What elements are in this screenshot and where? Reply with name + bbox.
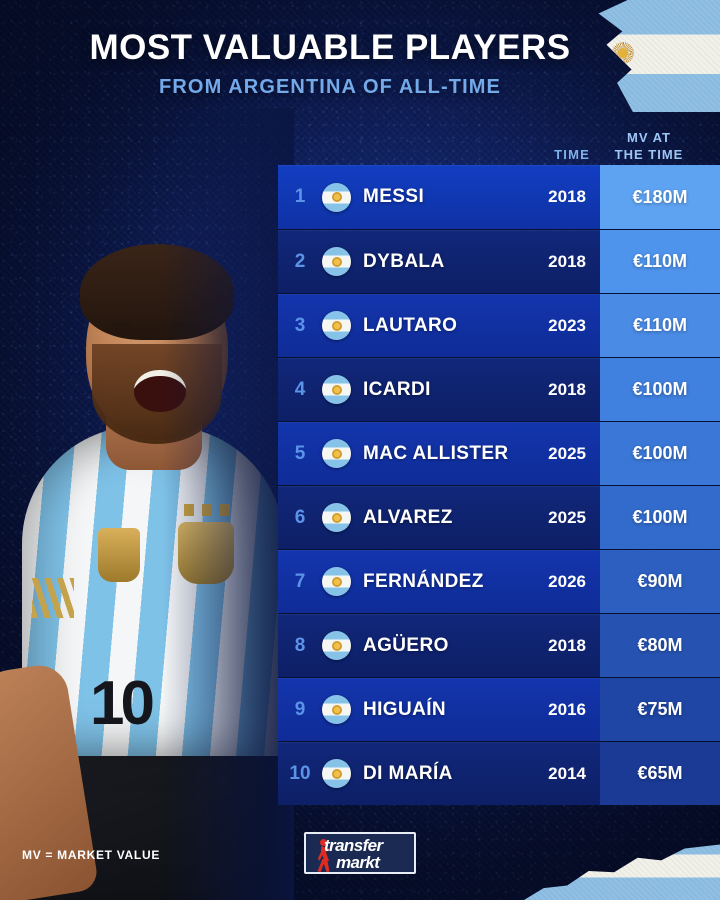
header: MOST VALUABLE PLAYERS FROM ARGENTINA OF … (0, 28, 660, 99)
table-row: 2 DYBALA 2018 €110M (278, 229, 720, 293)
market-value-cell: €100M (600, 358, 720, 421)
sun-of-may-icon (331, 704, 342, 715)
player-icon-body (318, 846, 329, 861)
rank-number: 4 (294, 378, 306, 400)
logo-text-transfer: transfer (324, 836, 383, 855)
year-value: 2018 (548, 635, 586, 655)
table-row: 6 ALVAREZ 2025 €100M (278, 485, 720, 549)
sun-core (618, 48, 628, 58)
ranking-table: 1 MESSI 2018 €180M 2 DYBALA 2018 €110M 3 LAUTARO 2… (278, 165, 720, 805)
argentina-flag-icon (322, 567, 351, 596)
table-row: 1 MESSI 2018 €180M (278, 165, 720, 229)
row-main: 10 DI MARÍA 2014 (278, 742, 600, 805)
sun-of-may-icon (331, 512, 342, 523)
logo-text-markt: markt (336, 853, 380, 872)
sun-of-may-icon (331, 192, 342, 202)
year-value: 2026 (548, 571, 586, 591)
player-name: MAC ALLISTER (363, 442, 509, 464)
page-subtitle: FROM ARGENTINA OF ALL-TIME (159, 75, 501, 98)
row-main: 9 HIGUAÍN 2016 (278, 678, 600, 741)
transfermarkt-logo[interactable]: transfer markt (304, 832, 416, 874)
argentina-flag-icon (322, 503, 351, 532)
player-icon-head (320, 839, 327, 846)
player-name: HIGUAÍN (363, 698, 447, 720)
rank-number: 9 (294, 698, 306, 720)
year-value: 2025 (548, 507, 586, 527)
player-name: DI MARÍA (363, 762, 453, 784)
year-value: 2025 (548, 443, 586, 463)
table-row: 4 ICARDI 2018 €100M (278, 357, 720, 421)
player-name: DYBALA (363, 250, 445, 272)
market-value-cell: €90M (600, 550, 720, 613)
year-value: 2018 (548, 379, 586, 399)
row-main: 4 ICARDI 2018 (278, 358, 600, 421)
market-value-cell: €180M (600, 165, 720, 229)
row-main: 6 ALVAREZ 2025 (278, 486, 600, 549)
table-row: 8 AGÜERO 2018 €80M (278, 613, 720, 677)
column-header-time: TIME (554, 147, 590, 162)
market-value-cell: €100M (600, 422, 720, 485)
row-main: 5 MAC ALLISTER 2025 (278, 422, 600, 485)
market-value-cell: €100M (600, 486, 720, 549)
sun-of-may-icon (331, 576, 342, 587)
table-row: 9 HIGUAÍN 2016 €75M (278, 677, 720, 741)
sun-of-may-icon (331, 448, 342, 459)
messi-photo: 10 (0, 108, 294, 900)
rank-number: 2 (294, 250, 306, 272)
argentina-flag-icon (322, 631, 351, 660)
argentina-flag-icon (322, 375, 351, 404)
column-header-mv-line2: THE TIME (614, 147, 684, 163)
column-header-mv-line1: MV AT (627, 129, 671, 145)
player-name: ICARDI (363, 378, 431, 400)
argentina-flag-icon (322, 247, 351, 276)
player-name: LAUTARO (363, 314, 458, 336)
photo-edge-fade (0, 108, 294, 900)
player-name: ALVAREZ (363, 506, 453, 528)
row-main: 7 FERNÁNDEZ 2026 (278, 550, 600, 613)
market-value-cell: €110M (600, 230, 720, 293)
sun-of-may-icon (331, 256, 342, 267)
rank-number: 3 (294, 314, 306, 336)
table-row: 5 MAC ALLISTER 2025 €100M (278, 421, 720, 485)
row-main: 3 LAUTARO 2023 (278, 294, 600, 357)
rank-number: 10 (289, 762, 311, 784)
table-row: 10 DI MARÍA 2014 €65M (278, 741, 720, 805)
rank-number: 6 (294, 506, 306, 528)
sun-of-may-icon (331, 640, 342, 651)
argentina-flag-icon (322, 311, 351, 340)
sun-of-may-icon (331, 384, 342, 395)
year-value: 2023 (548, 315, 586, 335)
market-value-cell: €110M (600, 294, 720, 357)
market-value-cell: €65M (600, 742, 720, 805)
argentina-flag-icon (322, 439, 351, 468)
rank-number: 8 (294, 634, 306, 656)
row-main: 8 AGÜERO 2018 (278, 614, 600, 677)
table-row: 3 LAUTARO 2023 €110M (278, 293, 720, 357)
argentina-flag-icon (322, 759, 351, 788)
year-value: 2018 (548, 251, 586, 271)
rank-number: 5 (294, 442, 306, 464)
row-main: 1 MESSI 2018 (278, 165, 600, 229)
year-value: 2014 (548, 763, 586, 783)
table-row: 7 FERNÁNDEZ 2026 €90M (278, 549, 720, 613)
market-value-cell: €75M (600, 678, 720, 741)
year-value: 2018 (548, 187, 586, 206)
column-header-mv-at-the-time: MV AT THE TIME (578, 129, 720, 164)
player-name: MESSI (363, 186, 425, 207)
page-title: MOST VALUABLE PLAYERS (89, 28, 571, 67)
running-player-icon (316, 839, 332, 872)
sun-of-may-icon (331, 320, 342, 331)
row-main: 2 DYBALA 2018 (278, 230, 600, 293)
market-value-cell: €80M (600, 614, 720, 677)
argentina-flag-icon (322, 182, 351, 212)
argentina-flag-icon (322, 695, 351, 724)
player-name: FERNÁNDEZ (363, 570, 484, 592)
year-value: 2016 (548, 699, 586, 719)
sun-of-may-icon (331, 768, 342, 779)
rank-number: 7 (294, 570, 306, 592)
footnote-market-value: MV = MARKET VALUE (22, 848, 161, 862)
rank-number: 1 (294, 186, 306, 207)
column-headers: TIME MV AT THE TIME (278, 120, 720, 165)
player-name: AGÜERO (363, 634, 449, 656)
